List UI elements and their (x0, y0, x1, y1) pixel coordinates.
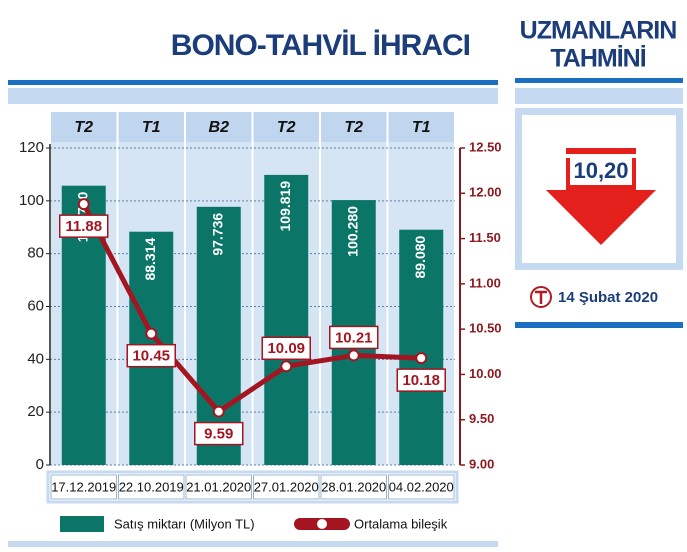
top-label-cell (253, 112, 319, 142)
title-rule (8, 80, 498, 85)
x-tick-label: 28.01.2020 (321, 479, 386, 494)
line-value-label: 10.21 (335, 329, 373, 346)
header-band (8, 88, 498, 104)
legend-band (8, 541, 498, 547)
y2-tick-label: 11.00 (469, 275, 501, 290)
y2-tick-label: 9.00 (469, 456, 494, 471)
x-tick-label: 22.10.2019 (119, 479, 184, 494)
line-value-label: 10.09 (267, 340, 305, 357)
date-cell (118, 474, 185, 500)
line-point (280, 360, 293, 373)
logo-t (535, 290, 547, 304)
x-tick-label: 21.01.2020 (186, 479, 251, 494)
date-cell (388, 474, 455, 500)
arrow-cap (566, 148, 636, 154)
side-title: TAHMİNİ (550, 45, 645, 73)
top-label: T1 (142, 119, 161, 136)
side-bottom-rule (515, 322, 683, 328)
line-point (415, 352, 428, 365)
date-row-bg (46, 470, 459, 504)
logo (530, 286, 552, 308)
legend-swatch (60, 516, 104, 532)
y-tick-label: 100 (19, 192, 44, 209)
y2-tick-label: 10.00 (469, 366, 502, 381)
legend-dot (317, 519, 327, 529)
top-label: B2 (209, 119, 230, 136)
top-label-cell (118, 112, 184, 142)
y-tick-label: 80 (27, 245, 44, 262)
x-tick-label: 04.02.2020 (389, 479, 454, 494)
y-tick-label: 40 (27, 350, 44, 367)
line-value-label: 10.45 (132, 348, 170, 365)
forecast-label-bg (570, 157, 632, 185)
value-label-box (329, 325, 379, 350)
value-label-box (59, 214, 109, 238)
y2-tick-label: 11.50 (469, 230, 501, 245)
bar (264, 174, 309, 465)
chart: T2 17.12.2019 T1 22.10.2019 B2 21.01.2020 T2 27… (8, 112, 502, 547)
line-value-label: 11.88 (65, 218, 102, 235)
line-point (347, 349, 360, 362)
bar-value-label: 89.080 (412, 235, 428, 278)
value-label-box (396, 368, 446, 392)
y2-tick-label: 12.00 (469, 185, 502, 200)
line-value-label: 10.18 (402, 372, 440, 389)
y-tick-label: 120 (19, 139, 44, 156)
value-label-box (194, 421, 244, 446)
line-point (212, 405, 225, 418)
side-rule (515, 78, 683, 83)
top-label-cell (51, 112, 117, 142)
legend-label: Ortalama bileşik (354, 516, 448, 531)
y2-tick-label: 9.50 (469, 411, 494, 426)
side-title: UZMANLARIN (520, 17, 677, 45)
top-label: T2 (277, 119, 296, 136)
date-cell (320, 474, 387, 500)
top-label: T2 (344, 119, 363, 136)
line (81, 202, 422, 415)
date-cell (253, 474, 320, 500)
date-cell (185, 474, 252, 500)
y2-tick-label: 10.50 (469, 321, 502, 336)
y2-tick-label: 12.50 (469, 139, 502, 154)
bar-value-label: 109.819 (277, 181, 293, 232)
top-label-cell (321, 112, 387, 142)
bar-value-label: 100.280 (344, 206, 360, 257)
top-label: T2 (74, 119, 93, 136)
side-band (515, 88, 683, 104)
value-label-box (261, 336, 311, 361)
x-tick-label: 27.01.2020 (254, 479, 319, 494)
top-label: T1 (412, 119, 431, 136)
line-value-label: 9.59 (204, 426, 233, 443)
line-point (77, 198, 90, 211)
page-title: BONO-TAHVİL İHRACI (171, 29, 470, 62)
top-label-cell (388, 112, 454, 142)
date-cell (50, 474, 117, 500)
line-point (145, 327, 158, 340)
y-tick-label: 0 (36, 456, 44, 473)
value-label-box (126, 343, 176, 368)
bar-value-label: 88.314 (142, 237, 158, 280)
forecast-value: 10,20 (573, 158, 628, 183)
legend-label: Satış miktarı (Milyon TL) (114, 516, 255, 531)
y-tick-label: 60 (27, 297, 44, 314)
forecast-date: 14 Şubat 2020 (558, 289, 658, 306)
top-label-cell (186, 112, 252, 142)
y-tick-label: 20 (27, 403, 44, 420)
bar-value-label: 97.736 (209, 213, 225, 256)
bar (399, 229, 444, 465)
x-tick-label: 17.12.2019 (51, 479, 116, 494)
